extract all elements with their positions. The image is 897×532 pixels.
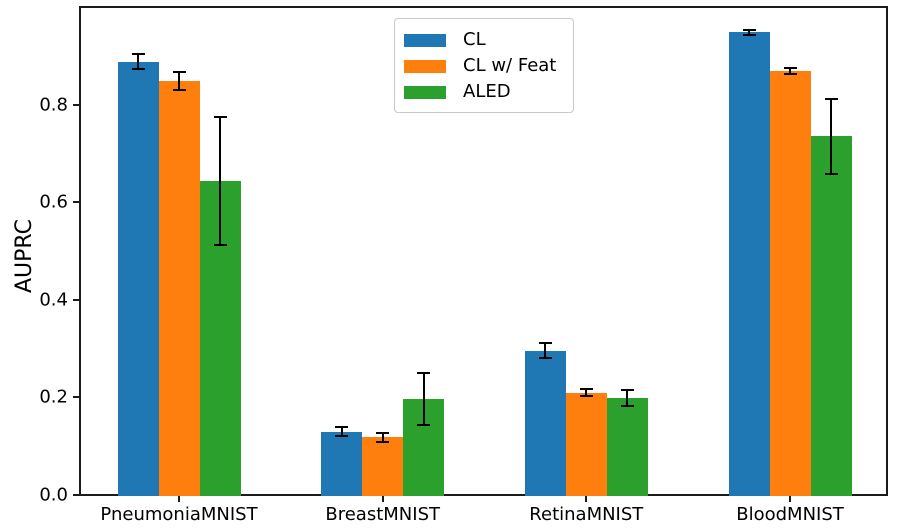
x-tick-label-bloodmnist: BloodMNIST [736,504,844,525]
legend-swatch-cl [404,33,446,47]
legend: CL CL w/ Feat ALED [394,18,574,113]
x-tick-retinamnist [585,496,588,502]
x-tick-label-retinamnist: RetinaMNIST [529,504,644,525]
x-tick-pneumoniamnist [178,496,180,502]
x-tick-breastmnist [381,496,384,502]
y-tick-label-0.0: 0.0 [39,484,68,506]
legend-label-cl: CL [463,29,486,50]
legend-swatch-cl-w-feat [404,59,446,73]
legend-item-cl: CL [404,27,563,53]
y-tick-label-0.6: 0.6 [39,191,68,213]
legend-label-cl-w-feat: CL w/ Feat [463,55,557,76]
y-axis-label: AUPRC [12,219,37,293]
legend-swatch-aled [404,85,446,99]
y-tick-label-0.2: 0.2 [39,386,68,408]
legend-item-cl-w-feat: CL w/ Feat [404,53,563,79]
x-tick-label-pneumoniamnist: PneumoniaMNIST [100,504,258,525]
x-tick-bloodmnist [789,496,791,502]
legend-item-aled: ALED [404,79,563,105]
plot-area [79,6,888,496]
y-tick-label-0.8: 0.8 [39,94,68,116]
legend-label-aled: ALED [463,81,511,102]
x-tick-label-breastmnist: BreastMNIST [325,504,440,525]
